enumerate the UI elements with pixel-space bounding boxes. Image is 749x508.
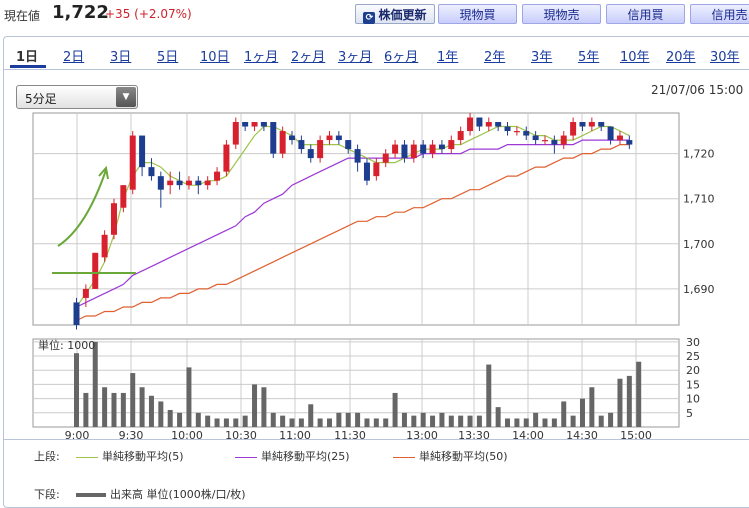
current-price: 1,722	[52, 2, 109, 23]
margin-buy-button[interactable]: 信用買	[606, 4, 685, 24]
tab-20y[interactable]: 20年	[666, 50, 696, 65]
current-price-label: 現在値	[4, 9, 41, 23]
tab-2m[interactable]: 2ヶ月	[291, 50, 326, 65]
tab-30y[interactable]: 30年	[710, 50, 740, 65]
legend-ma5: 単純移動平均(5)	[76, 448, 184, 464]
refresh-price-label: 株価更新	[378, 8, 427, 22]
tab-10y[interactable]: 10年	[620, 50, 650, 65]
cash-sell-button[interactable]: 現物売	[522, 4, 601, 24]
legend-ma50-label: 単純移動平均(50)	[419, 450, 508, 463]
interval-select[interactable]: 5分足 ▼	[16, 85, 138, 109]
tab-10d[interactable]: 10日	[200, 50, 230, 65]
tab-5y[interactable]: 5年	[578, 50, 600, 65]
tab-1d[interactable]: 1日	[16, 50, 39, 65]
tab-2y[interactable]: 2年	[484, 50, 506, 65]
refresh-icon: ⟳	[363, 12, 376, 24]
period-tabs: 1日 2日 3日 5日 10日 1ヶ月 2ヶ月 3ヶ月 6ヶ月 1年 2年 3年…	[4, 37, 749, 70]
volume-swatch	[76, 493, 106, 497]
tab-3y[interactable]: 3年	[531, 50, 553, 65]
tab-1y[interactable]: 1年	[437, 50, 459, 65]
chart-legend: 上段: 単純移動平均(5) 単純移動平均(25) 単純移動平均(50) 下段: …	[4, 439, 749, 508]
legend-ma50: 単純移動平均(50)	[393, 448, 508, 464]
legend-volume-label: 出来高 単位(1000株/口/枚)	[110, 488, 246, 501]
ma5-swatch	[76, 456, 98, 458]
chevron-down-icon: ▼	[116, 87, 136, 107]
legend-ma25: 単純移動平均(25)	[235, 448, 350, 464]
legend-ma5-label: 単純移動平均(5)	[102, 450, 184, 463]
tab-3d[interactable]: 3日	[110, 50, 132, 65]
refresh-price-button[interactable]: ⟳ 株価更新	[355, 4, 435, 24]
tab-6m[interactable]: 6ヶ月	[384, 50, 419, 65]
chart-panel: 1日 2日 3日 5日 10日 1ヶ月 2ヶ月 3ヶ月 6ヶ月 1年 2年 3年…	[3, 36, 749, 508]
active-tab-indicator	[10, 65, 46, 68]
legend-upper-label: 上段:	[34, 450, 60, 463]
tab-3m[interactable]: 3ヶ月	[338, 50, 373, 65]
quote-header: 現在値 1,722 +35 (+2.07%) ⟳ 株価更新 現物買 現物売 信用買…	[0, 0, 749, 30]
ma50-swatch	[393, 456, 415, 458]
interval-select-value: 5分足	[25, 92, 57, 106]
cash-buy-button[interactable]: 現物買	[438, 4, 517, 24]
tab-5d[interactable]: 5日	[157, 50, 179, 65]
legend-lower-label: 下段:	[34, 488, 60, 501]
legend-volume: 出来高 単位(1000株/口/枚)	[76, 486, 246, 502]
ma25-swatch	[235, 456, 257, 458]
tab-1m[interactable]: 1ヶ月	[244, 50, 279, 65]
price-change: +35 (+2.07%)	[105, 7, 192, 21]
legend-ma25-label: 単純移動平均(25)	[261, 450, 350, 463]
tab-2d[interactable]: 2日	[63, 50, 85, 65]
chart-datetime: 21/07/06 15:00	[651, 83, 744, 97]
margin-sell-button[interactable]: 信用売	[690, 4, 749, 24]
